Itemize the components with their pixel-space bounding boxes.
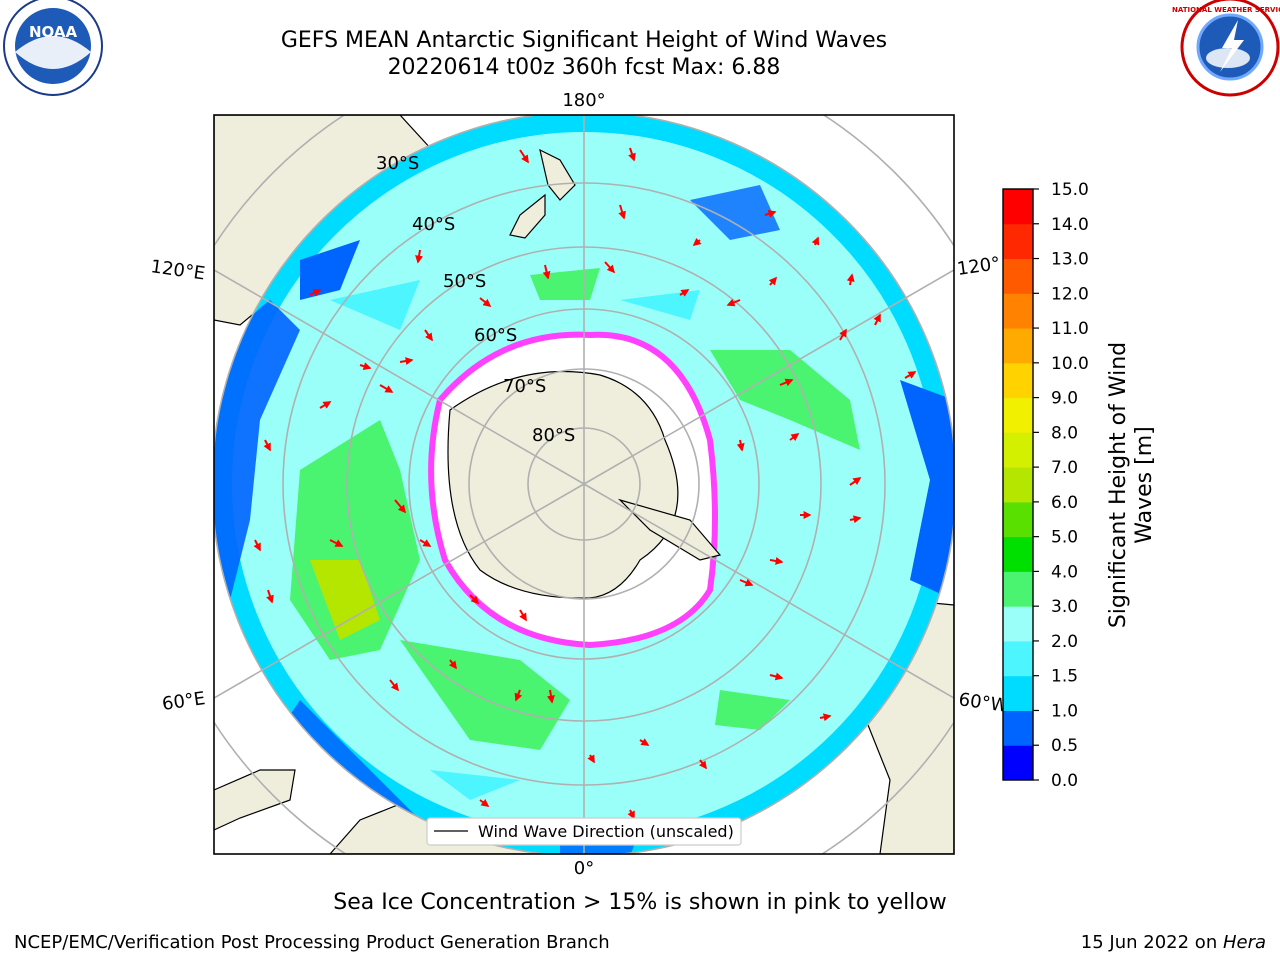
colorbar-label-line2: Waves [m]	[1132, 426, 1157, 543]
footer-date-text: 15 Jun 2022 on	[1080, 932, 1223, 953]
colorbar-tick-label: 3.0	[1051, 597, 1078, 617]
colorbar-tick-label: 0.0	[1051, 771, 1078, 791]
lon-label-180: 180°	[562, 90, 605, 111]
colorbar-band	[1003, 675, 1033, 711]
colorbar-band	[1003, 467, 1033, 503]
colorbar-band	[1003, 328, 1033, 364]
colorbar-tick-label: 7.0	[1051, 458, 1078, 478]
colorbar-band	[1003, 189, 1033, 225]
colorbar-band	[1003, 640, 1033, 677]
lat-label-70s: 70°S	[503, 376, 546, 397]
noaa-logo: NOAA	[3, 0, 103, 96]
colorbar-band	[1003, 362, 1033, 399]
colorbar-band	[1003, 293, 1033, 329]
colorbar-tick-label: 8.0	[1051, 423, 1078, 443]
chart-subtitle: 20220614 t00z 360h fcst Max: 6.88	[387, 55, 781, 80]
colorbar-band	[1003, 432, 1033, 468]
colorbar-band	[1003, 501, 1033, 538]
lat-label-80s: 80°S	[532, 425, 575, 446]
noaa-logo-text: NOAA	[29, 23, 78, 41]
lon-label-60e: 60°E	[161, 688, 207, 715]
land-new-zealand-south	[509, 193, 546, 239]
colorbar-tick-label: 6.0	[1051, 493, 1078, 513]
colorbar-tick-label: 2.0	[1051, 632, 1078, 652]
colorbar-band	[1003, 536, 1033, 572]
legend-label: Wind Wave Direction (unscaled)	[478, 822, 734, 841]
colorbar-band	[1003, 745, 1033, 781]
lon-label-60w: 60°W	[957, 689, 1009, 717]
land-madagascar	[214, 769, 296, 831]
colorbar-band	[1003, 258, 1033, 294]
colorbar-tick-label: 14.0	[1051, 215, 1089, 235]
land-antarctica	[447, 370, 679, 599]
graticule	[214, 115, 954, 854]
latitude-labels: 30°S 40°S 50°S 60°S 70°S 80°S	[376, 153, 575, 446]
colorbar-band	[1003, 606, 1033, 642]
map-frame	[213, 114, 955, 855]
lon-label-0: 0°	[574, 858, 594, 879]
colorbar-tick-label: 0.5	[1051, 736, 1078, 756]
footer-credit: NCEP/EMC/Verification Post Processing Pr…	[14, 932, 610, 953]
footer-date: 15 Jun 2022 on Hera	[1081, 932, 1266, 953]
lon-label-120w: 120°	[956, 253, 1002, 280]
chart-title: GEFS MEAN Antarctic Significant Height o…	[280, 28, 888, 53]
lat-label-30s: 30°S	[376, 153, 419, 174]
lat-label-50s: 50°S	[443, 271, 486, 292]
lon-label-120e: 120°E	[149, 256, 206, 284]
colorbar-tick-label: 11.0	[1051, 319, 1089, 339]
land-new-zealand-north	[539, 148, 576, 201]
sea-ice-note: Sea Ice Concentration > 15% is shown in …	[333, 890, 947, 915]
colorbar-band	[1003, 710, 1033, 746]
colorbar-tick-label: 5.0	[1051, 528, 1078, 548]
colorbar-tick-label: 1.5	[1051, 667, 1078, 687]
colorbar-tick-label: 10.0	[1051, 354, 1089, 374]
colorbar-band	[1003, 223, 1033, 260]
colorbar-tick-label: 1.0	[1051, 701, 1078, 721]
nws-logo-text: NATIONAL WEATHER SERVICE	[1172, 6, 1280, 14]
colorbar-label-line1: Significant Height of Wind	[1106, 342, 1131, 628]
nws-logo: NATIONAL WEATHER SERVICE	[1172, 0, 1280, 97]
colorbar: 0.0 0.5 1.0 1.5 2.0 3.0 4.0 5.0 6.0 7.0 8.0 9.0 10.0…	[1002, 180, 1157, 791]
colorbar-tick-label: 12.0	[1051, 284, 1089, 304]
wind-wave-legend: Wind Wave Direction (unscaled)	[426, 817, 742, 846]
colorbar-tick-label: 13.0	[1051, 250, 1089, 270]
footer-machine: Hera	[1222, 932, 1266, 953]
colorbar-band	[1003, 397, 1033, 433]
lat-label-60s: 60°S	[474, 325, 517, 346]
colorbar-tick-label: 15.0	[1051, 180, 1089, 200]
colorbar-tick-label: 4.0	[1051, 562, 1078, 582]
colorbar-band	[1003, 571, 1033, 607]
map-panel: Wind Wave Direction (unscaled)	[214, 115, 954, 854]
lat-label-40s: 40°S	[412, 214, 455, 235]
colorbar-tick-label: 9.0	[1051, 389, 1078, 409]
wind-wave-arrows	[253, 147, 917, 820]
